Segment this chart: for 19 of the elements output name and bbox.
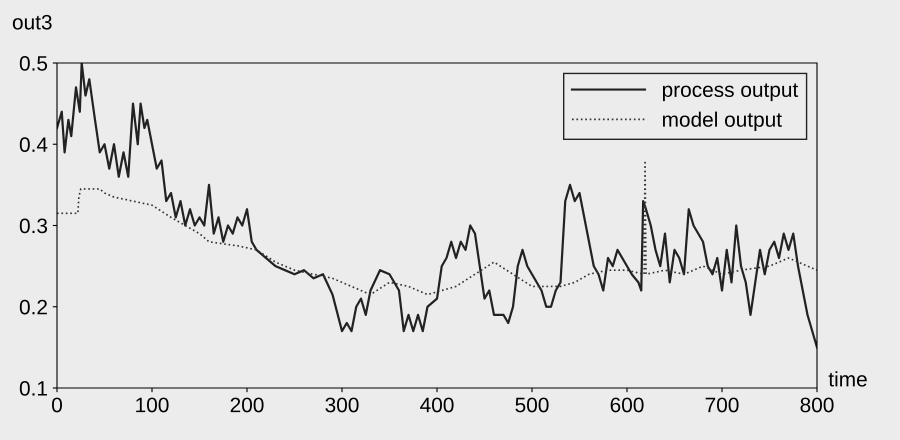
- x-axis-title: time: [828, 371, 867, 387]
- x-tick-label: 400: [420, 398, 454, 412]
- x-tick-label: 800: [800, 398, 834, 412]
- legend-label: process output: [662, 83, 798, 102]
- y-tick-label: 0.4: [20, 137, 48, 152]
- x-tick-label: 0: [52, 398, 62, 412]
- y-tick-label: 0.5: [20, 56, 48, 71]
- y-axis-title: out3: [12, 14, 52, 30]
- y-tick-label: 0.2: [20, 300, 47, 315]
- x-tick-label: 700: [706, 398, 739, 412]
- x-tick-label: 100: [136, 398, 169, 412]
- x-tick-label: 200: [230, 398, 264, 412]
- x-tick-label: 600: [610, 398, 644, 412]
- x-tick-label: 500: [515, 398, 549, 412]
- line-series: [57, 160, 817, 296]
- y-tick-label: 0.3: [20, 218, 48, 234]
- legend-label: model output: [662, 112, 782, 132]
- y-tick-label: 0.1: [20, 381, 47, 396]
- x-tick-label: 300: [325, 398, 359, 412]
